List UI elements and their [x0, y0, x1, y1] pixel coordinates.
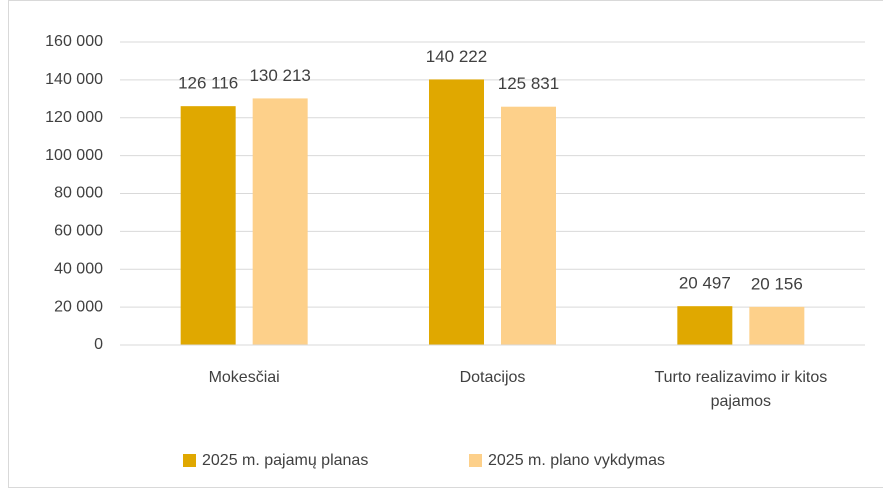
bar — [180, 106, 236, 346]
y-tick-label: 0 — [94, 336, 103, 353]
y-tick-label: 40 000 — [54, 260, 103, 277]
bar — [501, 106, 556, 345]
legend-label: 2025 m. pajamų planas — [202, 452, 368, 469]
data-label: 125 831 — [498, 74, 559, 93]
bar — [749, 306, 805, 345]
data-label: 140 222 — [426, 47, 487, 66]
y-tick-label: 60 000 — [54, 223, 103, 240]
data-label: 130 213 — [249, 66, 310, 85]
data-label: 126 116 — [178, 74, 238, 93]
y-tick-label: 100 000 — [45, 147, 103, 164]
bar — [252, 98, 308, 345]
bar — [677, 306, 733, 345]
y-tick-label: 120 000 — [45, 109, 103, 126]
x-tick-label: Turto realizavimo ir kitos pajamos — [654, 369, 828, 410]
y-tick-label: 160 000 — [45, 33, 103, 50]
y-tick-label: 20 000 — [54, 298, 103, 315]
legend-swatch — [183, 454, 196, 467]
x-tick-label: Mokesčiai — [208, 369, 280, 386]
x-tick-label: Dotacijos — [459, 369, 526, 386]
data-label: 20 497 — [679, 274, 731, 293]
data-label: 20 156 — [751, 274, 803, 293]
chart-border — [8, 0, 883, 488]
y-tick-label: 140 000 — [45, 71, 103, 88]
legend-label: 2025 m. plano vykdymas — [488, 452, 665, 469]
y-tick-label: 80 000 — [54, 185, 103, 202]
legend-swatch — [469, 454, 482, 467]
bar — [429, 79, 484, 345]
